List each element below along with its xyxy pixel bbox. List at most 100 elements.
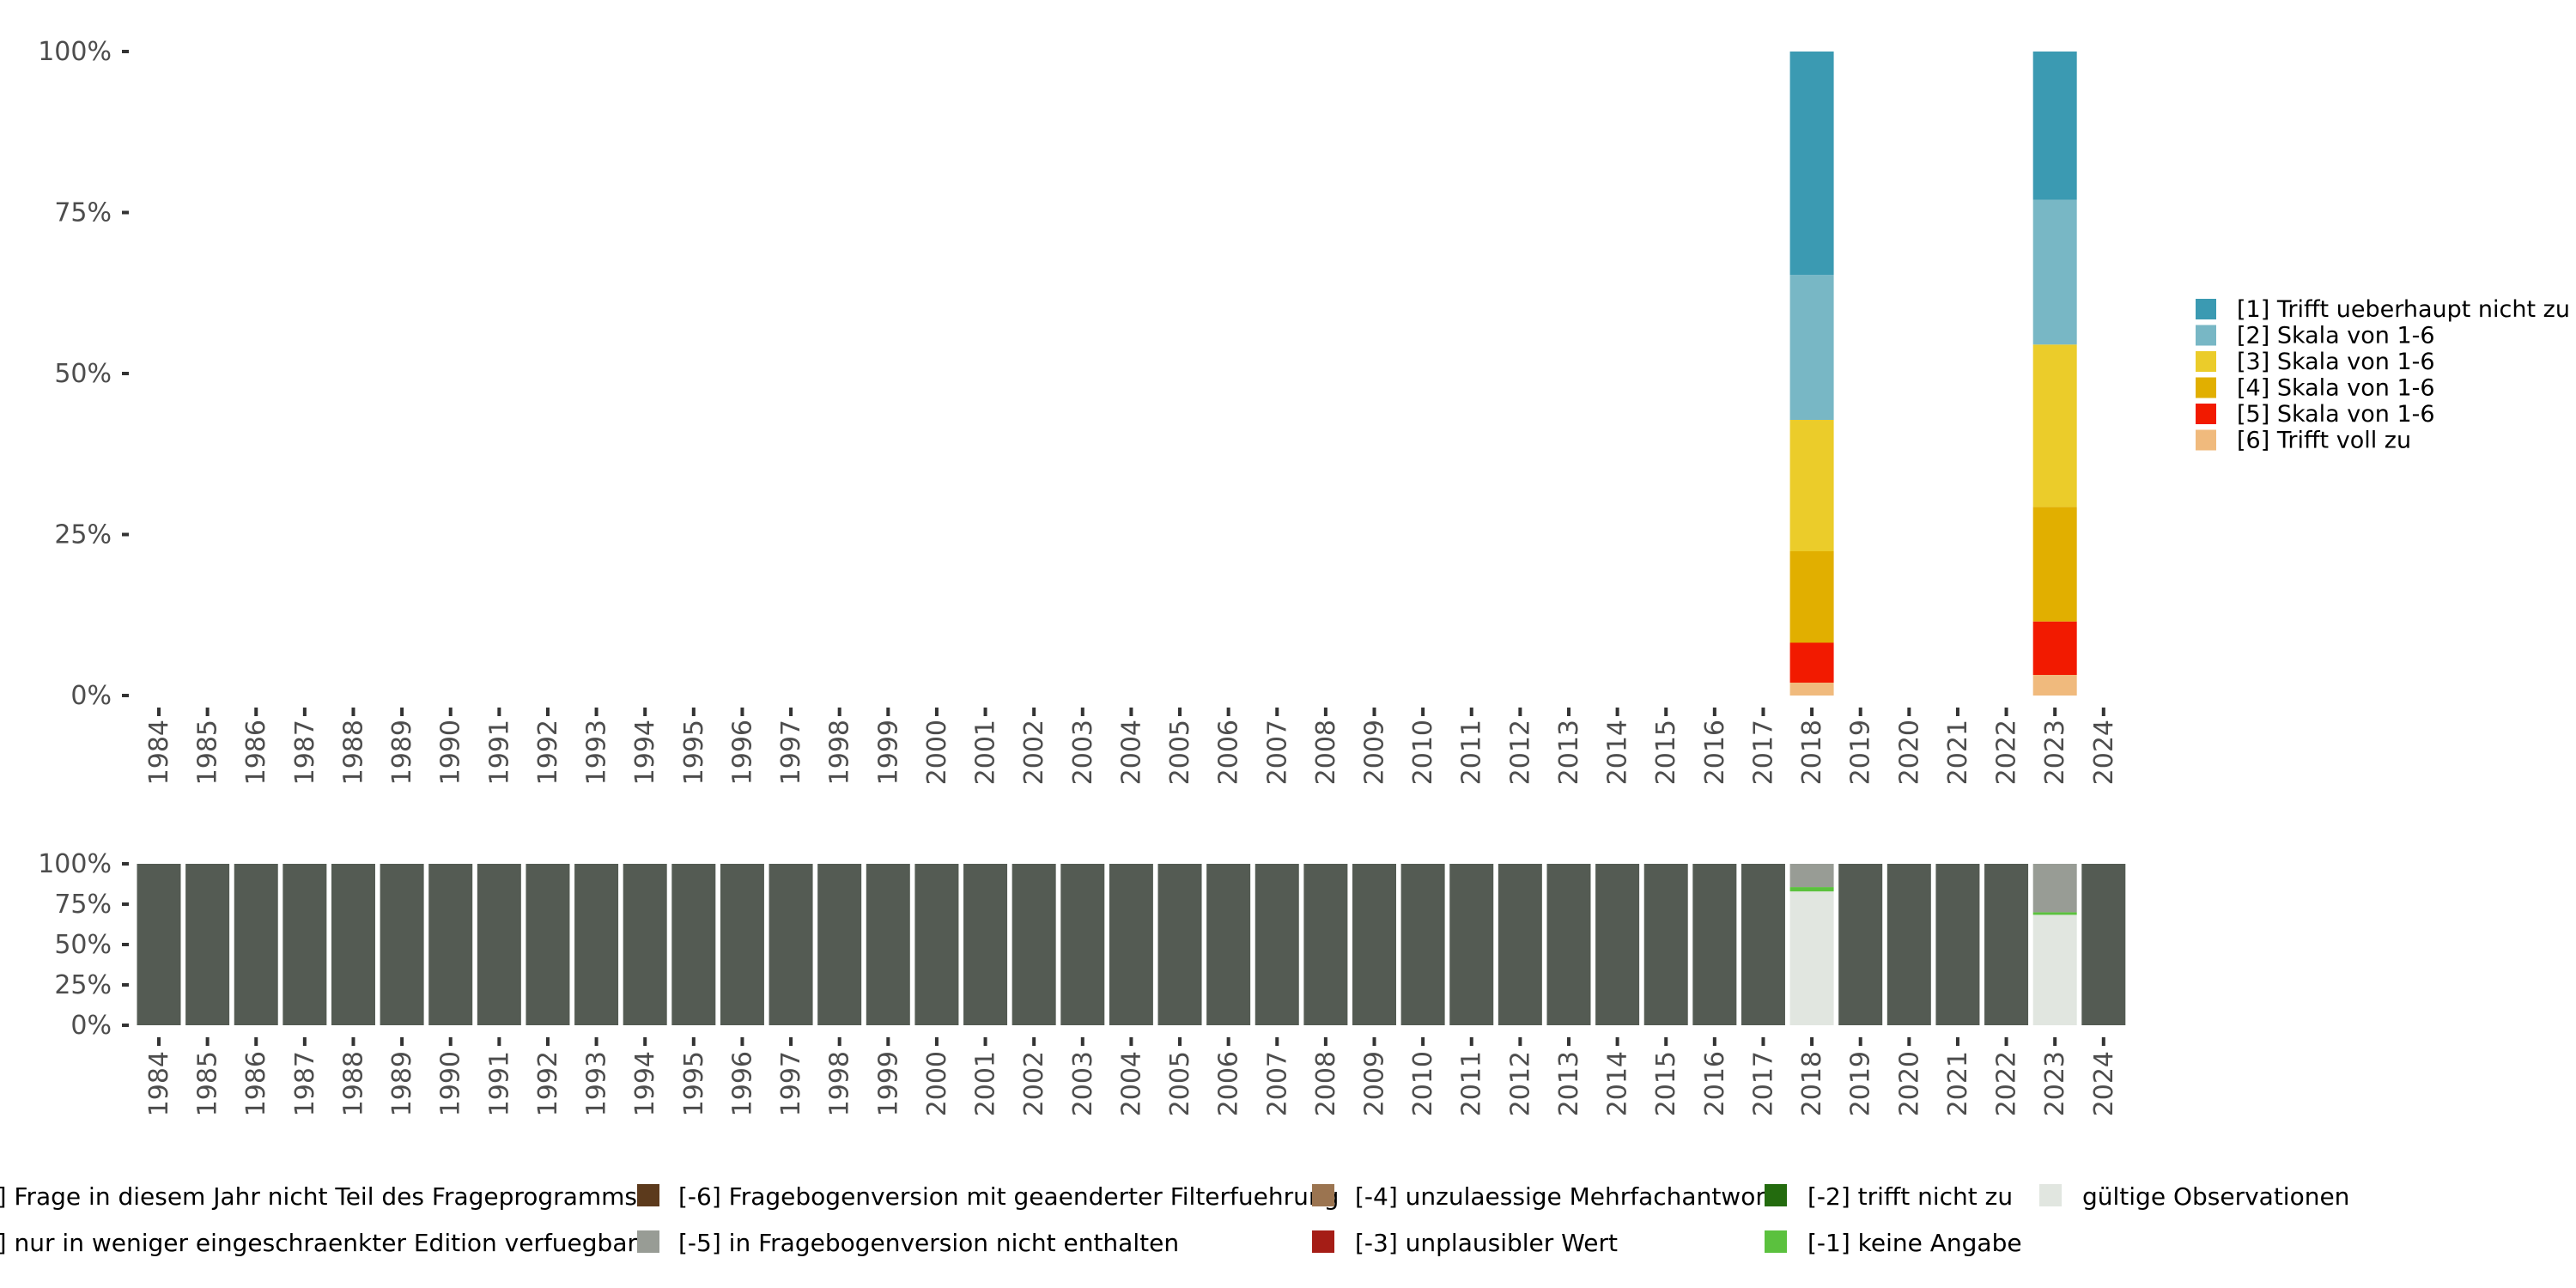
legend-label: [-5] in Fragebogenversion nicht enthalte… <box>678 1229 1179 1257</box>
x-tick-label: 1997 <box>776 720 806 785</box>
legend-swatch <box>2196 299 2216 319</box>
bar-segment <box>1449 864 1494 1025</box>
bar-segment <box>2032 621 2077 675</box>
legend-label: [6] Trifft voll zu <box>2237 428 2411 454</box>
bar-segment <box>1789 551 1834 643</box>
x-tick-label: 2016 <box>1700 720 1730 785</box>
x-tick-label: 2008 <box>1311 720 1341 785</box>
bar-segment <box>1789 420 1834 551</box>
x-tick-label: 2014 <box>1603 1051 1633 1116</box>
y-tick-mark <box>122 372 129 375</box>
x-tick-mark <box>1858 1037 1862 1046</box>
x-tick-mark <box>1323 708 1327 716</box>
legend-swatch <box>2196 429 2216 451</box>
x-tick-label: 2017 <box>1748 720 1778 785</box>
bar-segment <box>428 864 473 1025</box>
bar-segment <box>1789 887 1834 892</box>
y-tick-mark <box>122 694 129 697</box>
x-tick-label: 1990 <box>436 1051 466 1116</box>
x-tick-label: 2012 <box>1505 720 1535 785</box>
x-tick-label: 2002 <box>1019 720 1049 785</box>
x-tick-label: 2005 <box>1165 720 1195 785</box>
x-tick-mark <box>448 708 453 716</box>
legend-swatch <box>1765 1184 1787 1206</box>
legend-swatch <box>2039 1184 2062 1206</box>
bar-segment <box>1060 864 1105 1025</box>
x-tick-mark <box>1469 708 1473 716</box>
x-tick-mark <box>2053 708 2057 716</box>
legend-item: [6] Trifft voll zu <box>2196 428 2411 454</box>
bar-segment <box>2032 912 2077 915</box>
x-tick-label: 1991 <box>484 720 514 785</box>
legend-label: [3] Skala von 1-6 <box>2237 349 2435 375</box>
bar-segment <box>1789 642 1834 683</box>
x-tick-mark <box>1518 1037 1522 1046</box>
x-tick-label: 2007 <box>1262 1051 1292 1116</box>
bar-segment <box>1012 864 1056 1025</box>
x-tick-mark <box>205 708 210 716</box>
legend-label: [-1] keine Angabe <box>1807 1229 2022 1257</box>
x-tick-mark <box>1955 1037 1959 1046</box>
bar-segment <box>1935 864 1980 1025</box>
x-tick-mark <box>1178 708 1182 716</box>
x-tick-label: 2012 <box>1505 1051 1535 1116</box>
legend-swatch <box>637 1184 659 1206</box>
legend-swatch <box>2196 377 2216 398</box>
x-tick-label: 1984 <box>144 1051 174 1116</box>
legend-label: [-8] Frage in diesem Jahr nicht Teil des… <box>0 1182 637 1211</box>
x-tick-label: 2009 <box>1360 720 1390 785</box>
x-tick-mark <box>2004 708 2008 716</box>
x-tick-mark <box>594 1037 598 1046</box>
x-tick-mark <box>740 1037 744 1046</box>
x-tick-mark <box>1712 1037 1716 1046</box>
x-tick-label: 2019 <box>1846 720 1876 785</box>
bar-segment <box>137 864 181 1025</box>
bar-segment <box>331 864 375 1025</box>
legend-swatch <box>2196 404 2216 424</box>
x-tick-label: 2006 <box>1214 1051 1244 1116</box>
x-tick-label: 2007 <box>1262 720 1292 785</box>
x-tick-label: 2011 <box>1457 1051 1487 1116</box>
x-tick-mark <box>1372 1037 1376 1046</box>
x-tick-mark <box>1226 1037 1230 1046</box>
x-tick-label: 2001 <box>971 1051 1001 1116</box>
x-tick-label: 1994 <box>630 720 660 785</box>
x-tick-label: 1986 <box>241 1051 271 1116</box>
y-tick-label: 25% <box>54 970 112 1000</box>
y-tick-mark <box>122 50 129 53</box>
x-tick-mark <box>1129 708 1133 716</box>
y-tick-label: 75% <box>54 890 112 920</box>
x-tick-mark <box>1907 708 1911 716</box>
bar-segment <box>2032 675 2077 696</box>
x-tick-mark <box>302 1037 307 1046</box>
x-tick-mark <box>837 708 841 716</box>
x-tick-mark <box>1664 1037 1668 1046</box>
x-tick-mark <box>302 708 307 716</box>
bar-segment <box>1984 864 2029 1025</box>
x-tick-mark <box>837 1037 841 1046</box>
x-tick-mark <box>983 708 987 716</box>
y-tick-mark <box>122 532 129 537</box>
x-tick-mark <box>1518 708 1522 716</box>
x-tick-mark <box>886 1037 890 1046</box>
x-tick-mark <box>934 1037 939 1046</box>
bar-segment <box>1886 864 1931 1025</box>
x-tick-label: 2023 <box>2040 1051 2070 1116</box>
y-tick-label: 100% <box>38 37 112 67</box>
x-tick-mark <box>1032 1037 1036 1046</box>
x-tick-label: 1986 <box>241 720 271 785</box>
x-tick-label: 2017 <box>1748 1051 1778 1116</box>
x-tick-label: 2011 <box>1457 720 1487 785</box>
y-tick-mark <box>122 210 129 215</box>
x-tick-label: 1999 <box>873 1051 903 1116</box>
y-tick-label: 100% <box>38 849 112 879</box>
x-tick-mark <box>497 708 501 716</box>
x-tick-label: 1993 <box>582 1051 612 1116</box>
bar-segment <box>2032 344 2077 507</box>
legend-item: [-1] keine Angabe <box>1765 1229 2022 1257</box>
x-tick-mark <box>886 708 890 716</box>
x-tick-label: 2010 <box>1408 1051 1438 1116</box>
x-tick-mark <box>1664 708 1668 716</box>
x-tick-mark <box>2101 1037 2105 1046</box>
x-tick-mark <box>1080 1037 1084 1046</box>
